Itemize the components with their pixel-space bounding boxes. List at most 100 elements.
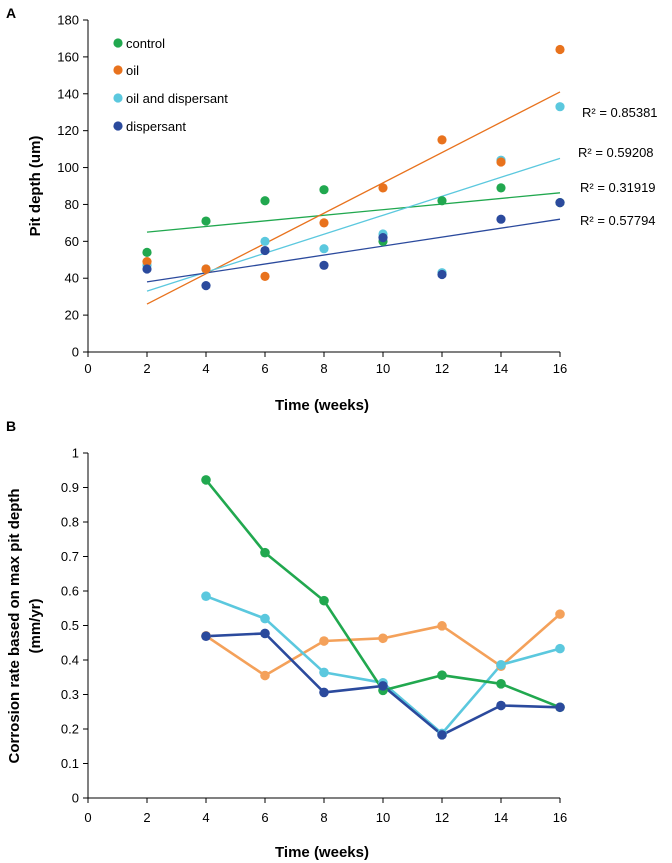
chart-b-x-tick-label: 4 bbox=[202, 810, 209, 825]
line-point-dispersant bbox=[496, 700, 506, 711]
line-point-control bbox=[201, 475, 211, 485]
data-point-oil_and_dispersant bbox=[260, 236, 270, 246]
data-point-oil bbox=[260, 271, 270, 281]
data-point-oil bbox=[437, 135, 447, 145]
line-point-control bbox=[260, 547, 270, 558]
data-point-oil_and_dispersant bbox=[319, 244, 329, 254]
chart-a-y-tick-label: 140 bbox=[57, 86, 79, 101]
line-point-control bbox=[437, 670, 447, 680]
chart-a-x-axis-title: Time (weeks) bbox=[275, 397, 369, 414]
chart-a-x-tick-label: 12 bbox=[435, 361, 449, 376]
chart-b-y-tick-label: 0 bbox=[72, 791, 79, 806]
line-point-dispersant bbox=[555, 702, 565, 713]
legend-marker-oil bbox=[113, 65, 123, 75]
chart-a-y-tick-label: 120 bbox=[57, 123, 79, 138]
line-point-oil bbox=[260, 670, 270, 681]
data-point-dispersant bbox=[555, 198, 565, 208]
data-point-oil bbox=[555, 44, 565, 55]
chart-a-y-tick-label: 40 bbox=[65, 271, 79, 286]
data-point-oil bbox=[378, 183, 388, 193]
panel-b-label: B bbox=[6, 418, 16, 434]
legend-label-control: control bbox=[126, 36, 165, 51]
data-point-control bbox=[319, 185, 329, 195]
chart-a: 0 20 40 60 80 100 120 140 160 180 0 2 4 6 8 10 12 14 16 co… bbox=[27, 13, 658, 415]
data-point-control bbox=[142, 247, 152, 257]
data-point-control bbox=[260, 196, 270, 206]
line-point-oil_and_dispersant bbox=[201, 591, 211, 601]
legend-label-dispersant: dispersant bbox=[126, 119, 186, 134]
data-point-oil bbox=[142, 257, 152, 267]
chart-a-y-tick-label: 0 bbox=[72, 345, 79, 360]
chart-a-x-tick-label: 10 bbox=[376, 361, 390, 376]
data-point-dispersant bbox=[260, 245, 270, 256]
chart-a-y-axis-title: Pit depth (um) bbox=[27, 136, 44, 237]
chart-b-x-tick-label: 2 bbox=[143, 810, 150, 825]
line-point-oil bbox=[378, 633, 388, 644]
legend-label-oil_and_dispersant: oil and dispersant bbox=[126, 91, 228, 106]
chart-b: 00.10.20.30.40.50.60.70.80.910 2 4 6 8 10 12 14… bbox=[6, 446, 567, 862]
line-point-oil bbox=[319, 636, 329, 646]
chart-b-x-tick-label: 12 bbox=[435, 810, 449, 825]
chart-b-x-tick-label: 6 bbox=[261, 810, 268, 825]
line-point-dispersant bbox=[437, 730, 447, 740]
chart-a-x-tick-label: 6 bbox=[261, 361, 268, 376]
chart-b-y-tick-label: 0.5 bbox=[61, 618, 79, 633]
line-point-control bbox=[496, 679, 506, 689]
chart-b-y-axis-title-line2: (mm/yr) bbox=[27, 598, 44, 653]
data-point-dispersant bbox=[496, 214, 506, 224]
chart-a-y-tick-label: 180 bbox=[57, 13, 79, 28]
chart-b-x-tick-label: 10 bbox=[376, 810, 390, 825]
r-squared-oil: R² = 0.85381 bbox=[582, 105, 658, 120]
data-point-dispersant bbox=[437, 269, 447, 280]
data-point-oil_and_dispersant bbox=[555, 102, 565, 112]
chart-a-y-tick-label: 60 bbox=[65, 234, 79, 249]
line-point-dispersant bbox=[319, 687, 329, 698]
trendline-control bbox=[146, 192, 561, 233]
chart-b-y-tick-label: 0.6 bbox=[61, 584, 79, 599]
line-point-oil_and_dispersant bbox=[319, 667, 329, 678]
chart-a-x-tick-label: 2 bbox=[143, 361, 150, 376]
chart-b-y-tick-label: 0.7 bbox=[61, 549, 79, 564]
chart-b-y-tick-label: 0.1 bbox=[61, 756, 79, 771]
line-point-oil bbox=[437, 621, 447, 631]
data-point-dispersant bbox=[378, 233, 388, 243]
r-squared-control: R² = 0.31919 bbox=[580, 180, 656, 195]
line-point-dispersant bbox=[378, 681, 388, 691]
trendline-oil_and_dispersant bbox=[146, 157, 561, 292]
chart-a-y-tick-label: 100 bbox=[57, 160, 79, 175]
data-point-control bbox=[496, 183, 506, 193]
chart-a-x-tick-label: 14 bbox=[494, 361, 508, 376]
chart-b-y-tick-label: 1 bbox=[72, 446, 79, 461]
chart-a-x-tick-label: 16 bbox=[553, 361, 567, 376]
chart-b-y-tick-label: 0.2 bbox=[61, 722, 79, 737]
data-point-control bbox=[201, 216, 211, 226]
legend-label-oil: oil bbox=[126, 63, 139, 78]
series-line-oil bbox=[205, 613, 561, 677]
r-squared-dispersant: R² = 0.57794 bbox=[580, 213, 656, 228]
data-point-dispersant bbox=[201, 281, 211, 291]
r-squared-oil_and_dispersant: R² = 0.59208 bbox=[578, 145, 654, 160]
chart-a-x-tick-label: 0 bbox=[84, 361, 91, 376]
line-point-oil bbox=[555, 609, 565, 619]
chart-b-x-tick-label: 16 bbox=[553, 810, 567, 825]
chart-b-y-tick-label: 0.9 bbox=[61, 480, 79, 495]
line-point-control bbox=[319, 595, 329, 606]
panel-a-label: A bbox=[6, 5, 16, 21]
chart-b-y-axis-title-line1: Corrosion rate based on max pit depth bbox=[6, 488, 23, 763]
chart-b-x-axis-title: Time (weeks) bbox=[275, 844, 369, 861]
line-point-oil_and_dispersant bbox=[496, 660, 506, 670]
chart-b-x-tick-label: 14 bbox=[494, 810, 508, 825]
line-point-oil_and_dispersant bbox=[260, 613, 270, 624]
series-line-control bbox=[204, 479, 561, 709]
data-point-oil bbox=[201, 264, 211, 274]
chart-a-x-tick-label: 8 bbox=[320, 361, 327, 376]
line-point-oil_and_dispersant bbox=[555, 643, 565, 654]
chart-b-x-tick-label: 0 bbox=[84, 810, 91, 825]
series-line-oil_and_dispersant bbox=[205, 594, 561, 735]
chart-b-y-tick-label: 0.3 bbox=[61, 687, 79, 702]
data-point-oil bbox=[496, 157, 506, 167]
data-point-control bbox=[437, 196, 447, 206]
trendline-dispersant bbox=[146, 218, 561, 283]
line-point-dispersant bbox=[260, 628, 270, 639]
